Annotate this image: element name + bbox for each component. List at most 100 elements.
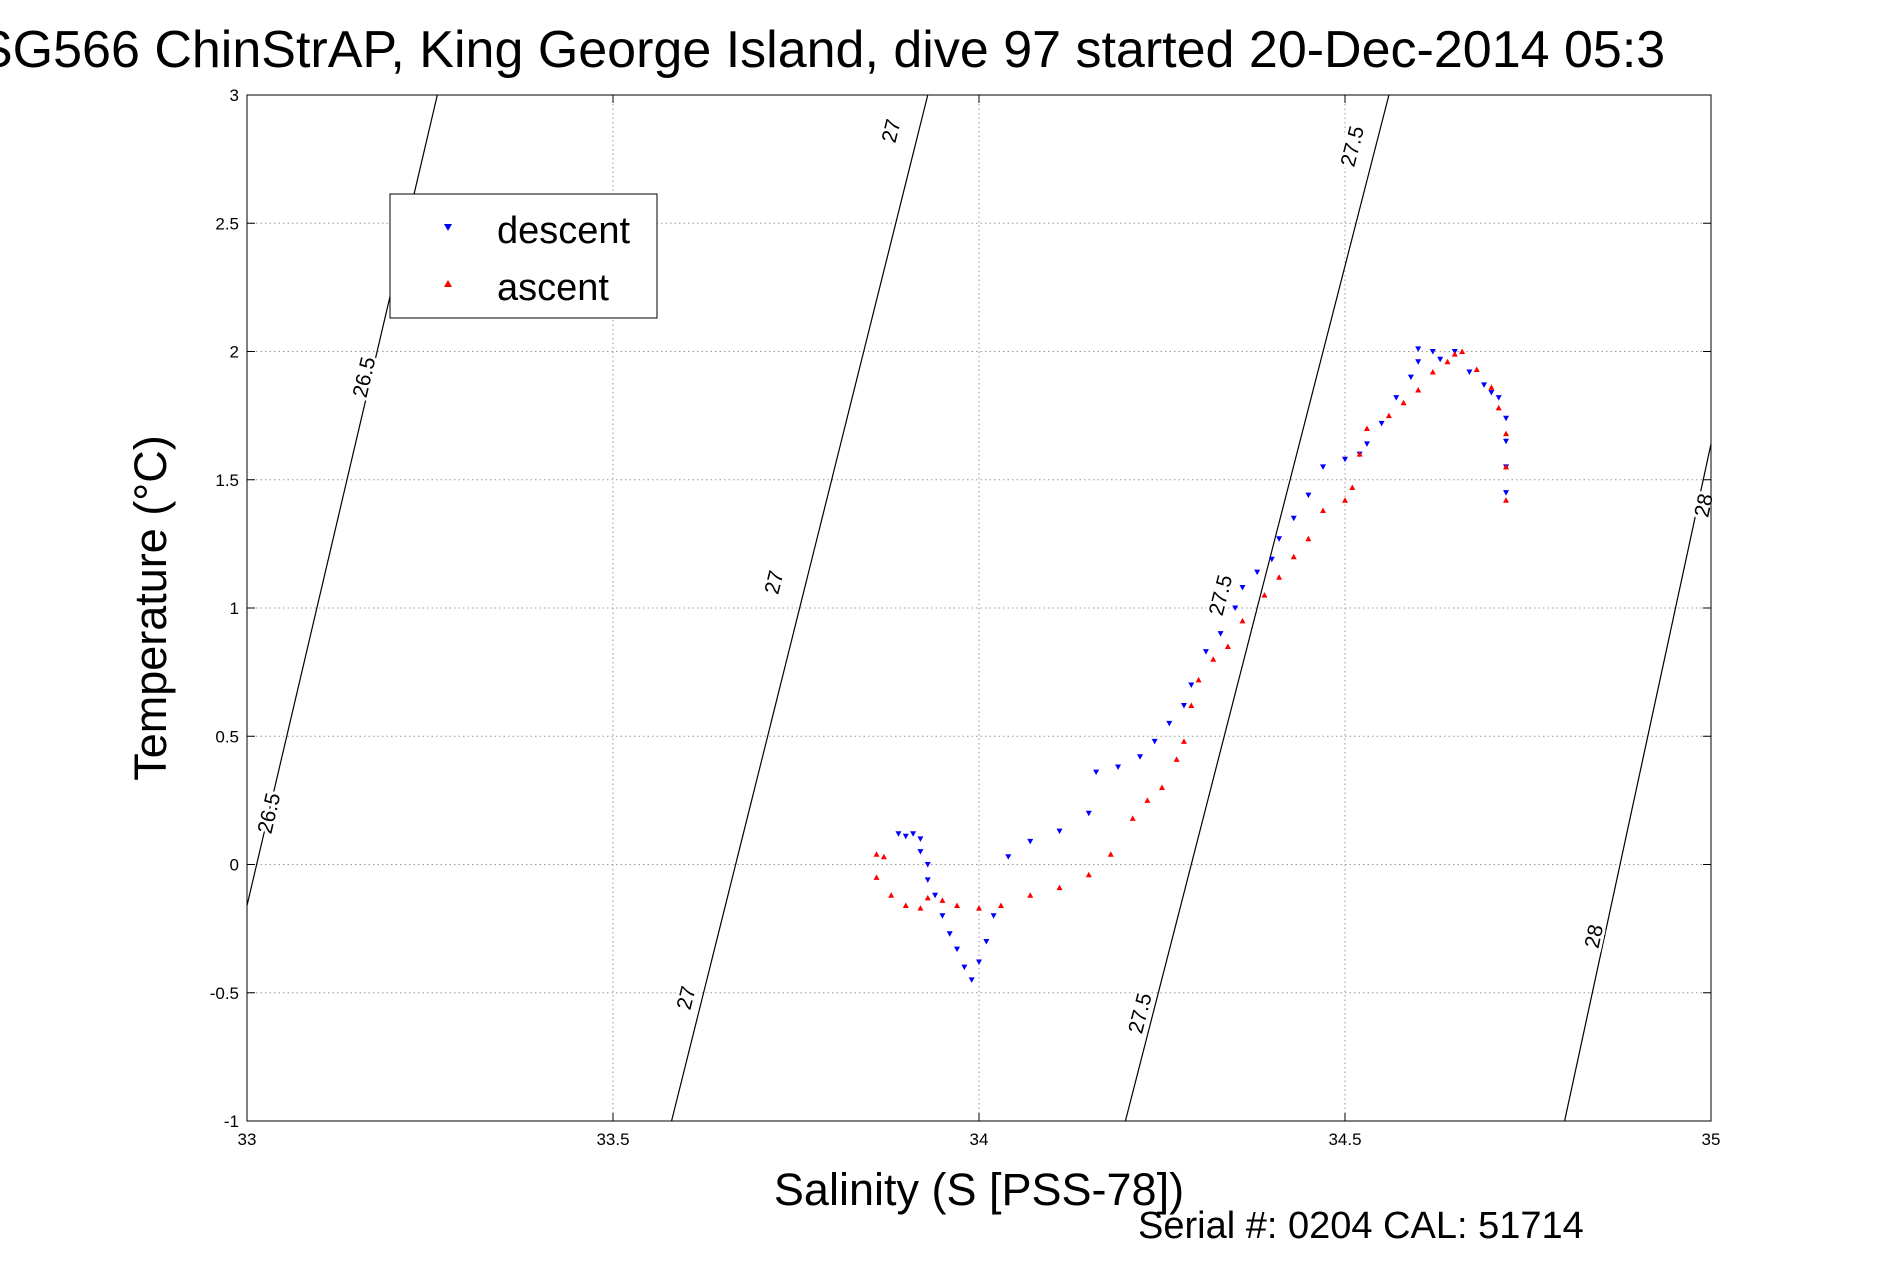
descent-point	[924, 862, 931, 868]
descent-point	[1407, 374, 1414, 381]
contour-label: 27	[673, 984, 701, 1012]
legend: descent ascent	[389, 193, 658, 319]
descent-point	[1056, 828, 1063, 835]
descent-point	[990, 913, 997, 919]
y-tick-label: 3	[230, 86, 239, 105]
x-tick-label: 35	[1702, 1130, 1721, 1149]
density-contour-line	[1124, 94, 1390, 1122]
descent-point	[968, 977, 975, 983]
descent-point	[917, 836, 924, 842]
y-tick-label: -0.5	[210, 984, 239, 1003]
descent-point	[954, 946, 961, 953]
ascent-point	[1503, 430, 1510, 437]
serial-cal-footer: Serial #: 0204 CAL: 51714	[1138, 1205, 1584, 1247]
ascent-point	[1503, 463, 1510, 470]
y-tick-label: 2	[230, 343, 239, 362]
ascent-point	[873, 851, 880, 857]
descent-point	[1429, 349, 1436, 355]
density-contour-line	[1564, 443, 1712, 1122]
descent-point	[1166, 720, 1173, 727]
ascent-point	[1400, 399, 1407, 406]
ascent-point	[1195, 676, 1202, 683]
contour-label: 27.5	[1337, 124, 1369, 169]
x-tick-label: 33	[238, 1130, 257, 1149]
descent-point	[1488, 390, 1495, 396]
ascent-point	[1320, 507, 1327, 514]
descent-point	[1239, 584, 1246, 591]
legend-descent-marker	[444, 224, 452, 231]
ascent-point	[1085, 871, 1092, 878]
descent-point	[1254, 569, 1261, 576]
contour-label: 26.5	[254, 791, 286, 836]
descent-point	[917, 849, 924, 855]
descent-point	[1093, 769, 1100, 776]
density-contour-line	[670, 94, 929, 1122]
y-tick-label: -1	[224, 1112, 239, 1131]
ascent-point	[1210, 656, 1217, 662]
ascent-point	[1305, 535, 1312, 542]
ascent-point	[902, 902, 909, 909]
ascent-point	[939, 897, 946, 903]
ascent-point	[917, 905, 924, 911]
x-tick-label: 34	[970, 1130, 989, 1149]
descent-point	[902, 833, 909, 840]
ascent-point	[1415, 386, 1422, 393]
x-tick-label: 34.5	[1328, 1130, 1361, 1149]
descent-point	[1342, 456, 1348, 463]
descent-point	[983, 938, 990, 945]
ascent-point	[1107, 851, 1114, 857]
descent-point	[1305, 492, 1312, 499]
data-points	[873, 346, 1510, 983]
descent-point	[1180, 702, 1187, 709]
ascent-point	[1180, 738, 1187, 744]
descent-point	[1085, 810, 1092, 817]
ascent-point	[1444, 358, 1451, 365]
chart-title: SG566 ChinStrAP, King George Island, div…	[0, 21, 1665, 79]
legend-ascent-label: ascent	[497, 267, 609, 309]
descent-point	[1503, 490, 1510, 496]
y-axis-title: Temperature (°C)	[125, 435, 176, 781]
contour-label: 26.5	[349, 355, 381, 400]
descent-point	[1188, 682, 1195, 688]
descent-point	[946, 931, 953, 937]
ascent-point	[1356, 451, 1363, 457]
descent-point	[910, 831, 917, 837]
descent-point	[1466, 369, 1473, 376]
ascent-point	[1495, 404, 1502, 411]
descent-point	[1202, 649, 1209, 655]
descent-point	[1495, 395, 1502, 401]
ascent-point	[954, 902, 961, 909]
descent-point	[1393, 395, 1400, 401]
descent-point	[1115, 764, 1122, 771]
ascent-point	[1261, 592, 1268, 598]
descent-point	[1503, 438, 1510, 445]
descent-point	[924, 877, 931, 883]
x-tick-label: 33.5	[596, 1130, 629, 1149]
descent-point	[1503, 415, 1510, 422]
ascent-point	[1129, 815, 1136, 821]
y-tick-label: 0.5	[215, 727, 239, 746]
legend-ascent-marker	[444, 280, 452, 287]
descent-point	[1232, 605, 1239, 611]
ascent-point	[888, 892, 895, 898]
x-axis-title: Salinity (S [PSS-78])	[774, 1164, 1184, 1215]
descent-point	[1415, 359, 1422, 365]
legend-box	[389, 193, 658, 319]
descent-point	[1005, 854, 1012, 860]
ascent-point	[1349, 484, 1356, 490]
descent-point	[1268, 556, 1275, 563]
y-tick-label: 0	[230, 856, 239, 875]
ascent-point	[1159, 784, 1165, 791]
ascent-point	[1459, 348, 1466, 354]
contour-label: 28	[1581, 923, 1608, 951]
legend-descent-label: descent	[497, 210, 631, 252]
ascent-point	[880, 853, 887, 860]
ascent-point	[873, 874, 880, 880]
descent-point	[939, 913, 946, 919]
descent-point	[1378, 420, 1385, 427]
descent-point	[1151, 738, 1158, 745]
ascent-point	[1290, 553, 1297, 560]
descent-point	[1290, 515, 1297, 522]
contour-label: 28	[1690, 492, 1717, 520]
